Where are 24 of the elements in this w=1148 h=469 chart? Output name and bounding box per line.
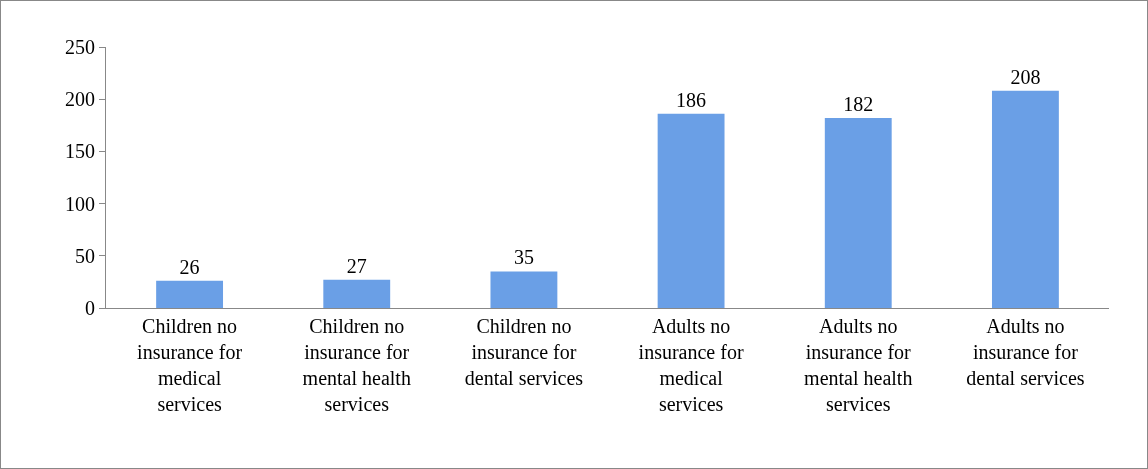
x-tick-label: Children no insurance for dental services: [464, 315, 584, 389]
data-label: 35: [513, 246, 534, 269]
data-label: 27: [346, 254, 367, 277]
y-tick-label: 0: [85, 297, 95, 319]
y-tick-label: 50: [75, 244, 95, 267]
x-tick-label: Children no insurance for mental health services: [302, 315, 411, 415]
y-tick-label: 250: [65, 36, 95, 58]
data-label: 208: [1010, 65, 1041, 88]
bar: [156, 280, 224, 308]
bar: [490, 271, 558, 308]
x-tick-label: Adults no insurance for mental health services: [804, 315, 913, 415]
y-tick-label: 150: [65, 140, 95, 163]
bar: [991, 90, 1059, 308]
data-label: 182: [843, 92, 874, 115]
bar: [657, 113, 725, 308]
x-tick-label: Adults no insurance for dental services: [966, 315, 1085, 389]
data-label: 186: [676, 88, 707, 111]
x-tick-label: Adults no insurance for medical services: [638, 315, 744, 415]
data-label: 26: [179, 255, 200, 278]
bar: [323, 279, 391, 308]
y-tick-label: 200: [65, 88, 95, 111]
y-tick-label: 100: [65, 192, 95, 215]
bar: [824, 117, 892, 308]
x-tick-label: Children no insurance for medical services: [137, 315, 243, 415]
